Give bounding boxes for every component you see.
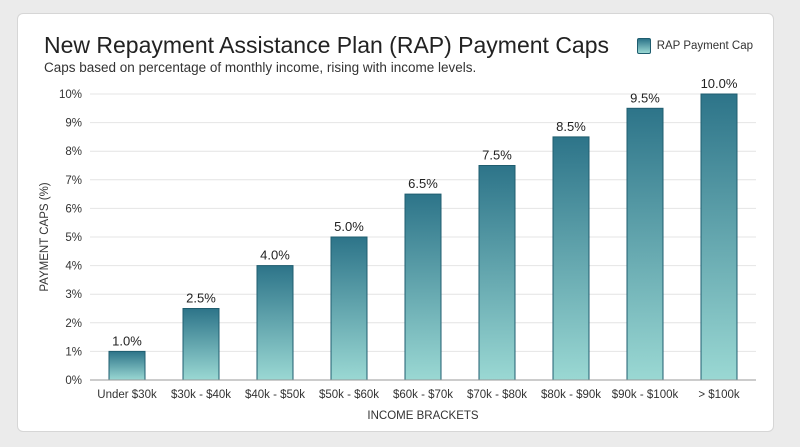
bar-value-label: 8.5% [556,119,586,134]
y-tick-label: 1% [65,346,82,358]
y-tick-label: 7% [65,175,82,187]
x-tick-label: $50k - $60k [319,389,379,401]
legend-label: RAP Payment Cap [656,40,753,52]
y-tick-label: 0% [65,375,82,387]
x-tick-label: $30k - $40k [171,389,231,401]
x-tick-label: $40k - $50k [245,389,305,401]
bar [330,236,368,381]
y-axis-ticks: 0% 1% 2% 3% 4% 5% 6% 7% 8% 9% 10% [59,89,82,387]
bar [256,265,294,381]
bar [108,350,146,381]
legend-swatch [636,38,651,54]
bar-value-label: 7.5% [482,148,512,163]
x-tick-label: $90k - $100k [612,389,679,401]
x-tick-label: $80k - $90k [541,389,601,401]
y-axis-title: PAYMENT CAPS (%) [39,182,51,291]
chart-title: New Repayment Assistance Plan (RAP) Paym… [44,32,610,58]
x-tick-label: $70k - $80k [467,389,527,401]
bar-value-label: 1.0% [112,333,142,348]
chart-subtitle: Caps based on percentage of monthly inco… [44,60,477,75]
bar [552,136,590,381]
x-tick-label: > $100k [698,389,739,401]
bar-value-label: 6.5% [408,176,438,191]
y-tick-label: 9% [65,118,82,130]
y-tick-label: 6% [65,203,82,215]
y-tick-label: 5% [65,232,82,244]
y-tick-label: 3% [65,289,82,301]
x-tick-label: Under $30k [97,389,157,401]
bar-value-label: 5.0% [334,219,364,234]
y-tick-label: 4% [65,261,82,273]
x-axis-title: INCOME BRACKETS [367,410,479,422]
data-labels: 1.0% 2.5% 4.0% 5.0% 6.5% 7.5% 8.5% 9.5% 10.0% [112,76,738,348]
bar [182,308,220,381]
bar-chart-plot: 0% 1% 2% 3% 4% 5% 6% 7% 8% 9% 10% 1.0% 2.5% 4.0% 5.0%… [39,76,756,422]
y-tick-label: 2% [65,318,82,330]
bar [404,193,442,381]
bar [700,93,738,381]
bar [626,107,664,381]
bar [478,165,516,381]
bar-value-label: 10.0% [701,76,738,91]
bar-value-label: 2.5% [186,291,216,306]
bar-value-label: 9.5% [630,90,660,105]
chart-legend: RAP Payment Cap [636,38,753,54]
bar-value-label: 4.0% [260,248,290,263]
x-axis-ticks: Under $30k $30k - $40k $40k - $50k $50k - $… [97,389,740,401]
x-tick-label: $60k - $70k [393,389,453,401]
y-tick-label: 10% [59,89,82,101]
chart-card: New Repayment Assistance Plan (RAP) Paym… [17,13,774,432]
bars [108,93,738,381]
y-tick-label: 8% [65,146,82,158]
